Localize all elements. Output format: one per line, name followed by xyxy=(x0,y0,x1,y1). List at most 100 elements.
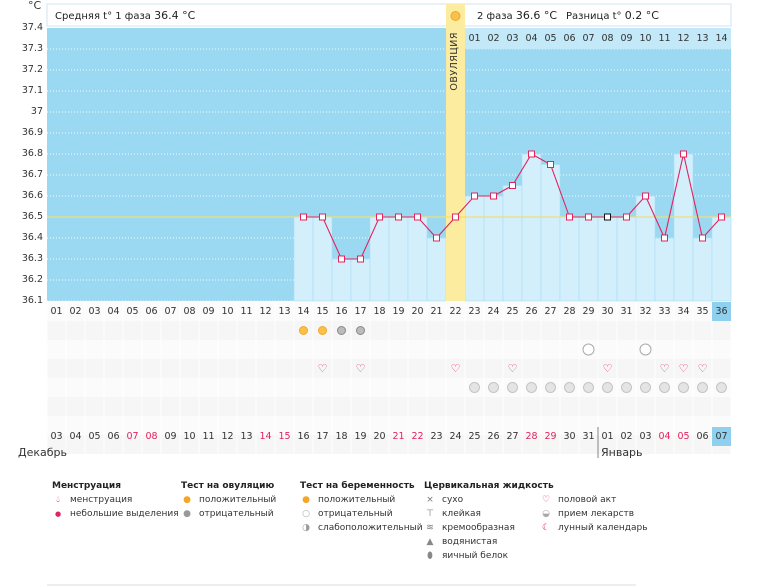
heart-icon: ♡ xyxy=(541,495,551,505)
pill-icon xyxy=(659,382,670,393)
cycle-day-label: 36 xyxy=(715,306,728,317)
calendar-date-label: 13 xyxy=(240,431,253,442)
temperature-point xyxy=(414,213,421,221)
cycle-day-label: 04 xyxy=(107,306,120,317)
calendar-date-label: 06 xyxy=(696,431,709,442)
cycle-day-label: 32 xyxy=(639,306,652,317)
legend-moon: ☾ лунный календарь xyxy=(541,523,648,533)
phase2-day-label: 07 xyxy=(582,33,595,44)
legend-cervical-creamy: ≋ кремообразная xyxy=(424,522,515,534)
phase2-day-label: 14 xyxy=(715,33,728,44)
temperature-bar xyxy=(616,216,637,302)
legend-menstruation-title: Менструация xyxy=(52,481,121,491)
cycle-day-label: 03 xyxy=(88,306,101,317)
calendar-date-label: 18 xyxy=(335,431,348,442)
legend-medicine: ◒ прием лекарств xyxy=(540,508,634,520)
temperature-point xyxy=(566,213,573,221)
y-tick-label: 36.3 xyxy=(21,253,43,264)
heart-icon: ♡ xyxy=(602,362,613,375)
legend-ovulation-test-title: Тест на овуляцию xyxy=(181,481,275,491)
y-tick-label: 36.2 xyxy=(21,274,43,285)
cycle-day-label: 31 xyxy=(620,306,633,317)
cycle-day-label: 12 xyxy=(259,306,272,317)
ovulation-negative-icon xyxy=(356,326,365,335)
temperature-point xyxy=(338,255,345,263)
temperature-point xyxy=(471,192,478,200)
temperature-bar xyxy=(331,258,352,302)
temperature-bar xyxy=(483,195,504,302)
temperature-bar xyxy=(426,237,447,302)
swirl-icon: ≋ xyxy=(426,523,434,533)
temperature-bar xyxy=(540,164,561,302)
drop-icon: 💧︎ xyxy=(56,495,60,505)
cycle-day-label: 19 xyxy=(392,306,405,317)
temperature-point xyxy=(395,213,402,221)
legend-cervical-title: Цервикальная жидкость xyxy=(424,481,554,491)
temperature-bar xyxy=(597,216,618,302)
white-circle-icon: ○ xyxy=(302,509,310,519)
calendar-date-label: 20 xyxy=(373,431,386,442)
temperature-bar xyxy=(502,185,523,302)
cycle-day-label: 30 xyxy=(601,306,614,317)
y-tick-label: 36.6 xyxy=(21,190,43,201)
calendar-date-label: 02 xyxy=(620,431,633,442)
heart-icon: ♡ xyxy=(450,362,461,375)
temperature-point xyxy=(680,150,687,158)
phase2-value: 36.6 °C xyxy=(515,9,558,22)
phase2-day-label: 12 xyxy=(677,33,690,44)
calendar-date-label: 26 xyxy=(487,431,500,442)
phase1-label: Средняя t° 1 фаза xyxy=(55,11,151,22)
cycle-day-label: 13 xyxy=(278,306,291,317)
temperature-bar xyxy=(711,216,732,302)
cycle-day-label: 16 xyxy=(335,306,348,317)
temperature-bar xyxy=(673,153,694,302)
phase2-day-label: 04 xyxy=(525,33,538,44)
phase1-value: 36.4 °C xyxy=(154,9,196,22)
temperature-point xyxy=(376,213,383,221)
temperature-bar xyxy=(369,216,390,302)
cycle-day-label: 05 xyxy=(126,306,139,317)
pregnancy-negative-icon xyxy=(582,343,595,356)
calendar-date-label: 29 xyxy=(544,431,557,442)
calendar-date-label: 01 xyxy=(601,431,614,442)
drop-gray-icon: ▲ xyxy=(426,537,434,547)
temperature-bar xyxy=(578,216,599,302)
heart-icon: ♡ xyxy=(678,362,689,375)
t-shape-icon: ⊤ xyxy=(426,509,434,519)
cycle-day-label: 35 xyxy=(696,306,709,317)
temperature-point xyxy=(547,161,554,168)
cross-icon: × xyxy=(426,495,434,505)
calendar-date-label: 05 xyxy=(677,431,690,442)
temperature-point xyxy=(661,234,668,242)
unit-label: °C xyxy=(28,0,42,12)
orange-circle-icon: ● xyxy=(302,495,310,505)
half-circle-icon: ◑ xyxy=(302,523,310,533)
phase2-day-label: 02 xyxy=(487,33,500,44)
cycle-day-label: 22 xyxy=(449,306,462,317)
ovulation-positive-icon xyxy=(318,326,327,335)
phase2-label: 2 фаза xyxy=(477,11,513,22)
cycle-day-label: 10 xyxy=(221,306,234,317)
pill-icon xyxy=(640,382,651,393)
difference-value: 0.2 °C xyxy=(624,9,659,22)
temperature-point xyxy=(433,234,440,242)
calendar-date-label: 22 xyxy=(411,431,424,442)
cycle-day-label: 15 xyxy=(316,306,329,317)
egg-icon: ⬮ xyxy=(427,551,433,561)
calendar-date-label: 12 xyxy=(221,431,234,442)
y-tick-label: 36.5 xyxy=(21,211,43,222)
phase2-day-label: 09 xyxy=(620,33,633,44)
calendar-date-label: 21 xyxy=(392,431,405,442)
temperature-point xyxy=(528,150,535,158)
temperature-bar xyxy=(464,195,485,302)
temperature-point xyxy=(585,213,592,221)
y-tick-label: 37.1 xyxy=(21,85,43,96)
calendar-date-label: 05 xyxy=(88,431,101,442)
legend-cervical-sticky: ⊤ клейкая xyxy=(424,508,481,520)
pregnancy-negative-icon xyxy=(639,343,652,356)
phase2-day-label: 10 xyxy=(639,33,652,44)
calendar-date-label: 11 xyxy=(202,431,215,442)
current-date-cell xyxy=(712,427,731,446)
cycle-day-label: 24 xyxy=(487,306,500,317)
